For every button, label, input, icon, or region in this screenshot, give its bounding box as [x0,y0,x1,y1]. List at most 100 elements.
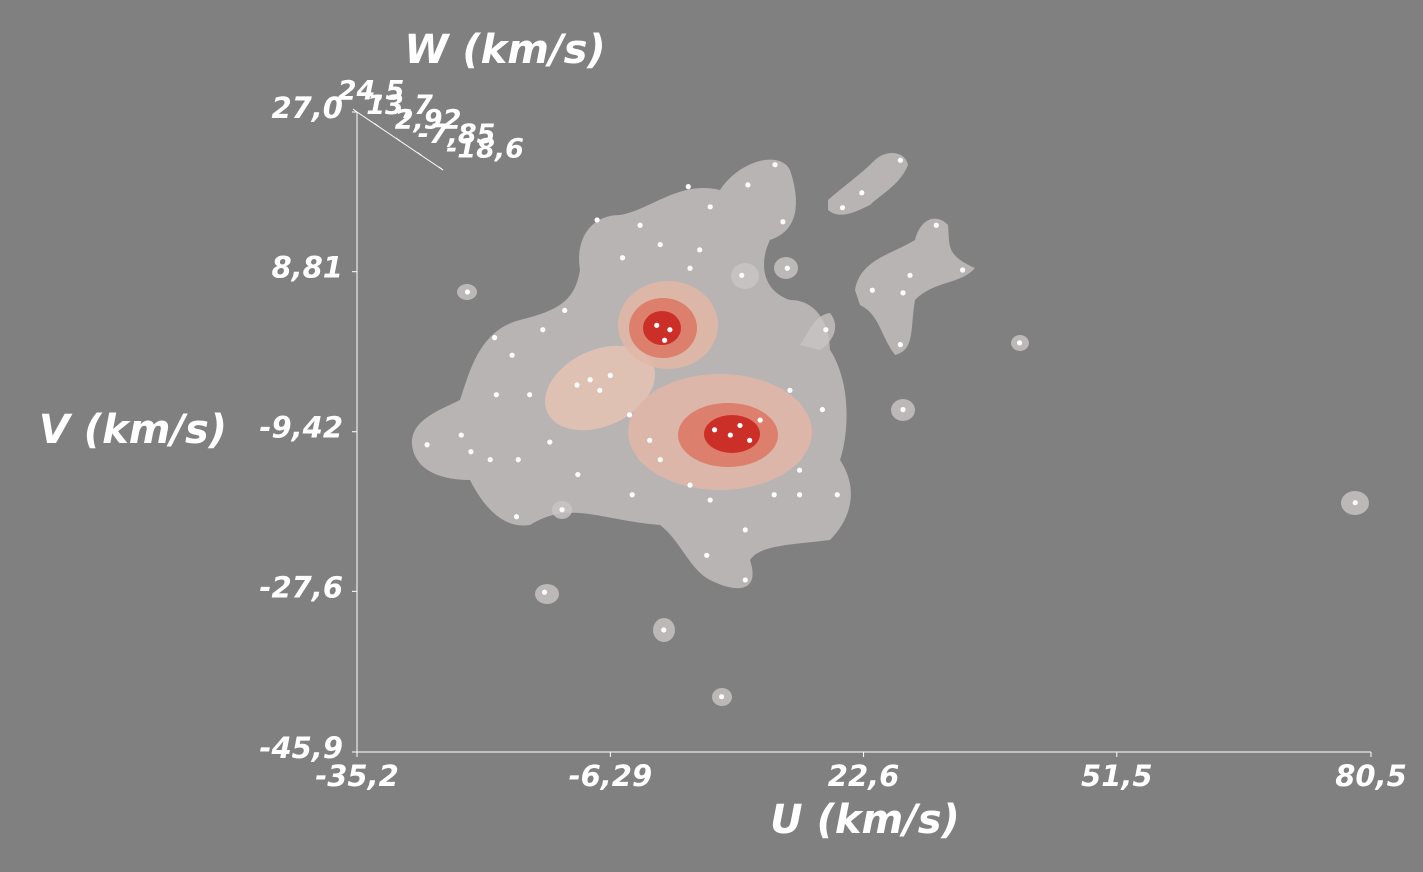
point [594,217,600,223]
point [787,387,793,393]
point [796,492,803,498]
point [839,205,846,211]
surface-fragment [855,218,975,355]
point [468,449,474,455]
z-tick-label: 2,92 [395,105,462,136]
point [647,437,653,443]
point [780,219,786,225]
point [662,337,668,343]
point [823,327,829,333]
point [745,182,751,188]
point [619,255,626,261]
point [869,287,875,293]
point [707,497,713,503]
point [897,342,903,348]
point [757,417,763,423]
z-tick-label: 13,7 [366,90,433,121]
y-tick-label: -27,6 [259,570,343,604]
point [711,427,718,433]
point [493,392,499,398]
point [707,204,713,210]
z-axis-title: W (km/s) [404,27,605,73]
point [487,457,493,463]
density-surfaces [411,153,1369,706]
point [629,492,635,498]
point [907,272,913,278]
point [637,222,643,228]
point [819,407,825,413]
y-tick-label: -45,9 [259,731,343,765]
z-tick-label: -18,6 [446,134,524,165]
z-tick [417,152,422,156]
z-tick-label: -7,85 [418,119,496,150]
point [772,162,778,168]
point [933,222,939,228]
blob [731,263,759,289]
point [491,335,498,341]
point [667,327,673,333]
point [742,577,748,583]
point [687,482,693,488]
x-tick-label: -35,2 [315,759,399,793]
point [559,507,565,513]
z-tick-label: 24,5 [338,76,405,107]
point [859,190,865,196]
x-tick-label: 51,5 [1081,759,1153,793]
point [737,422,743,429]
z-tick [352,108,358,113]
point [657,457,663,463]
point [959,267,966,273]
point [747,437,753,443]
point [587,377,593,383]
y-tick-label: -9,42 [259,411,343,445]
z-tick [438,166,444,171]
point [771,492,777,498]
point [597,387,603,393]
point [562,307,568,314]
surface-fragment [800,313,836,350]
point [509,352,515,358]
point [626,412,633,418]
point [739,272,745,278]
point [424,442,430,448]
point [718,694,725,700]
surface-fragment [828,153,908,215]
point [1016,340,1023,346]
point [607,372,613,378]
point [515,457,521,463]
point [575,471,581,478]
blob [535,584,559,604]
point [742,527,748,533]
point [541,589,548,595]
y-axis-title: V (km/s) [39,407,227,453]
z-tick [374,123,379,127]
y-tick-label: 8,81 [271,251,343,285]
point [661,627,667,633]
point [796,467,803,473]
point [540,327,546,333]
x-tick-label: 80,5 [1335,759,1407,793]
point [784,265,790,271]
point [834,492,840,498]
x-tick-label: 22,6 [828,759,900,793]
point [458,432,464,438]
point [574,382,580,388]
point [513,514,520,520]
point [464,289,471,295]
point [900,407,906,413]
y-tick-label: 27,0 [271,91,343,125]
point [697,247,703,253]
point [687,265,693,271]
point [727,432,733,438]
point [654,322,660,328]
x-tick-label: -6,29 [569,759,653,793]
point [900,290,906,296]
core-high [643,311,681,345]
point [527,392,533,398]
point [704,552,710,558]
z-tick [395,137,401,142]
x-axis-title: U (km/s) [770,797,960,843]
point [657,241,663,248]
point [547,439,553,445]
